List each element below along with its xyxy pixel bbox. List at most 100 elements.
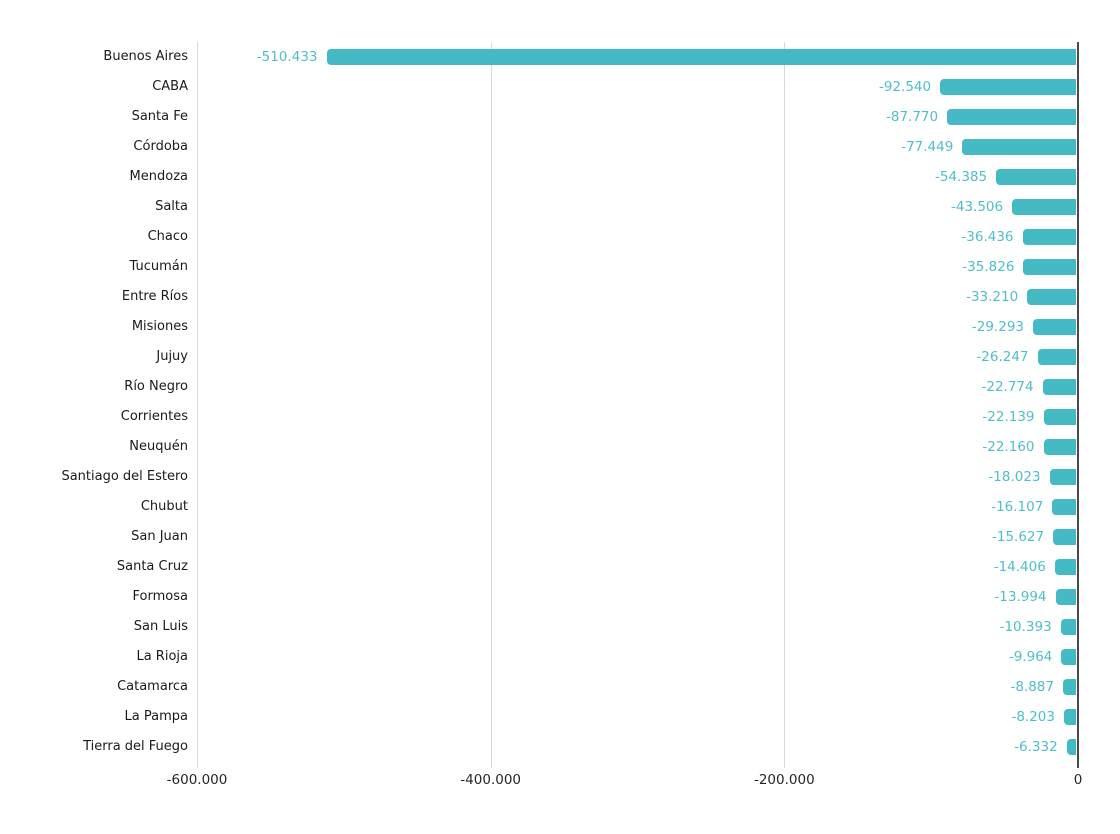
category-label: Entre Ríos <box>121 289 188 304</box>
value-label: -36.436 <box>961 229 1014 245</box>
bar <box>1061 649 1076 665</box>
x-tick-label: -600.000 <box>166 772 228 788</box>
bar <box>940 79 1076 95</box>
gridline <box>784 42 786 768</box>
category-label: Chaco <box>147 229 188 244</box>
category-label: Santa Fe <box>131 109 188 124</box>
value-label: -29.293 <box>971 319 1024 335</box>
value-label: -14.406 <box>993 559 1046 575</box>
bar-row: -15.627 <box>197 522 1078 552</box>
value-label: -8.887 <box>1010 679 1054 695</box>
gridline <box>490 42 492 768</box>
bar-row: -36.436 <box>197 222 1078 252</box>
bar <box>1033 319 1076 335</box>
bar-row: -13.994 <box>197 582 1078 612</box>
value-label: -92.540 <box>879 79 932 95</box>
bar <box>1037 349 1076 365</box>
bar <box>1066 739 1076 755</box>
value-label: -43.506 <box>951 199 1004 215</box>
value-label: -6.332 <box>1014 739 1058 755</box>
bar-row: -18.023 <box>197 462 1078 492</box>
category-axis: Buenos Aires CABA Santa Fe Córdoba Mendoza Sa… <box>0 42 188 762</box>
value-label: -35.826 <box>962 259 1015 275</box>
category-label: Buenos Aires <box>103 49 188 64</box>
value-label: -77.449 <box>901 139 954 155</box>
category-label: Corrientes <box>120 409 188 424</box>
value-label: -22.139 <box>982 409 1035 425</box>
x-tick-label: -400.000 <box>460 772 522 788</box>
bar-row: -22.139 <box>197 402 1078 432</box>
category-label: Santa Cruz <box>116 559 188 574</box>
bar <box>1012 199 1076 215</box>
category-label: Neuquén <box>129 439 188 454</box>
bar-row: -8.203 <box>197 702 1078 732</box>
category-label: La Rioja <box>136 649 188 664</box>
category-label: San Luis <box>133 619 188 634</box>
bar-row: -16.107 <box>197 492 1078 522</box>
bar <box>1055 589 1076 605</box>
value-label: -9.964 <box>1008 649 1053 665</box>
value-label: -22.774 <box>981 379 1034 395</box>
category-label: Río Negro <box>124 379 188 394</box>
category-label: Jujuy <box>156 349 188 364</box>
bar-row: -92.540 <box>197 72 1078 102</box>
bar-row: -54.385 <box>197 162 1078 192</box>
category-label: Misiones <box>131 319 188 334</box>
bar <box>1027 289 1076 305</box>
value-label: -13.994 <box>994 589 1047 605</box>
value-label: -18.023 <box>988 469 1041 485</box>
bar-row: -22.774 <box>197 372 1078 402</box>
bar-row: -77.449 <box>197 132 1078 162</box>
value-label: -510.433 <box>256 49 318 65</box>
category-label: Santiago del Estero <box>61 469 188 484</box>
bar-row: -26.247 <box>197 342 1078 372</box>
bar <box>326 49 1076 65</box>
bar <box>1042 379 1076 395</box>
zero-axis-line <box>1077 42 1079 768</box>
bar <box>1064 709 1076 725</box>
bar-row: -6.332 <box>197 732 1078 762</box>
x-tick-label: -200.000 <box>753 772 815 788</box>
value-label: -33.210 <box>966 289 1019 305</box>
bar-row: -33.210 <box>197 282 1078 312</box>
bar-row: -29.293 <box>197 312 1078 342</box>
bar <box>1043 409 1076 425</box>
bar-row: -14.406 <box>197 552 1078 582</box>
bar-row: -8.887 <box>197 672 1078 702</box>
value-label: -8.203 <box>1011 709 1055 725</box>
bar <box>1022 229 1076 245</box>
bar <box>1060 619 1076 635</box>
category-label: Tucumán <box>129 259 188 274</box>
bar-row: -35.826 <box>197 252 1078 282</box>
value-label: -54.385 <box>935 169 988 185</box>
value-label: -26.247 <box>976 349 1029 365</box>
bar-row: -43.506 <box>197 192 1078 222</box>
category-label: Tierra del Fuego <box>83 739 188 754</box>
value-label: -87.770 <box>886 109 939 125</box>
category-label: Salta <box>155 199 188 214</box>
gridline <box>197 42 198 768</box>
value-label: -22.160 <box>982 439 1035 455</box>
bar <box>1052 499 1076 515</box>
bar-row: -9.964 <box>197 642 1078 672</box>
category-label: Formosa <box>132 589 188 604</box>
bar <box>1043 439 1076 455</box>
x-tick-label: 0 <box>1073 772 1083 788</box>
bar <box>996 169 1076 185</box>
value-label: -10.393 <box>999 619 1052 635</box>
bar <box>1053 529 1076 545</box>
bar-rows: -510.433 -92.540 -87.770 -77.449 -54.385 -43.… <box>197 42 1078 762</box>
category-label: San Juan <box>131 529 188 544</box>
bar <box>1023 259 1076 275</box>
category-label: Catamarca <box>117 679 188 694</box>
plot-area: -510.433 -92.540 -87.770 -77.449 -54.385 -43.… <box>197 42 1079 768</box>
bar-row: -22.160 <box>197 432 1078 462</box>
bar <box>962 139 1076 155</box>
category-label: CABA <box>152 79 188 94</box>
category-label: Córdoba <box>133 139 188 154</box>
bar <box>1054 559 1076 575</box>
category-label: Chubut <box>140 499 188 514</box>
category-label: Mendoza <box>129 169 188 184</box>
bar-row: -87.770 <box>197 102 1078 132</box>
